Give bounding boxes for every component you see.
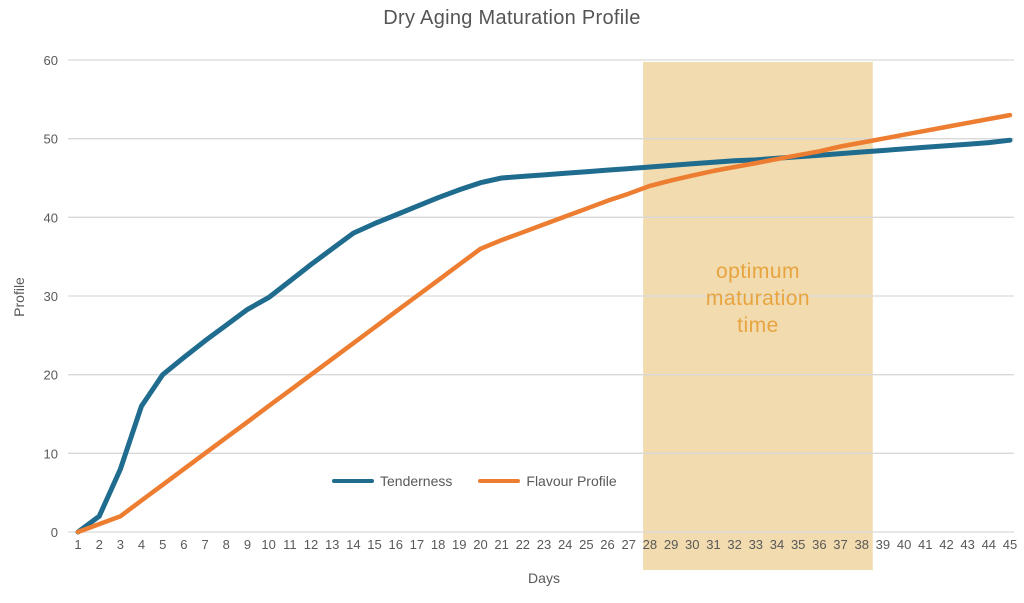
x-tick-label: 39: [876, 537, 890, 552]
x-tick-label: 34: [770, 537, 784, 552]
x-tick-label: 4: [138, 537, 145, 552]
x-tick-label: 30: [685, 537, 699, 552]
legend-label: Flavour Profile: [526, 473, 617, 489]
x-tick-label: 11: [283, 537, 297, 552]
x-tick-label: 35: [791, 537, 805, 552]
x-axis-label: Days: [528, 570, 560, 586]
x-tick-label: 28: [643, 537, 657, 552]
y-tick-label: 20: [44, 368, 58, 383]
series-line-tenderness: [75, 137, 1013, 535]
chart-legend: Tenderness Flavour Profile: [332, 472, 617, 490]
x-tick-label: 9: [244, 537, 251, 552]
x-tick-label: 16: [388, 537, 402, 552]
x-tick-label: 42: [939, 537, 953, 552]
x-tick-label: 25: [579, 537, 593, 552]
y-tick-label: 50: [44, 132, 58, 147]
x-tick-label: 43: [960, 537, 974, 552]
x-tick-label: 7: [201, 537, 208, 552]
x-tick-label: 8: [223, 537, 230, 552]
x-tick-label: 10: [261, 537, 275, 552]
legend-item-flavour-profile: Flavour Profile: [478, 473, 617, 489]
x-tick-label: 19: [452, 537, 466, 552]
x-tick-label: 3: [117, 537, 124, 552]
x-tick-label: 31: [706, 537, 720, 552]
y-tick-label: 30: [44, 289, 58, 304]
x-tick-label: 37: [833, 537, 847, 552]
tenderness-line-swatch-icon: [332, 479, 374, 483]
x-tick-label: 6: [180, 537, 187, 552]
legend-label: Tenderness: [380, 473, 453, 489]
x-tick-label: 33: [749, 537, 763, 552]
x-tick-label: 24: [558, 537, 572, 552]
x-tick-label: 29: [664, 537, 678, 552]
band-label-line: time: [737, 314, 779, 337]
y-tick-label: 10: [44, 446, 58, 461]
optimum-band-label: optimum maturation time: [643, 258, 873, 339]
flavour-profile-line-swatch-icon: [478, 479, 521, 483]
y-tick-label: 60: [44, 53, 58, 68]
x-tick-label: 38: [854, 537, 868, 552]
band-label-line: optimum: [715, 260, 801, 283]
x-tick-label: 2: [96, 537, 103, 552]
x-tick-label: 20: [473, 537, 487, 552]
x-tick-label: 18: [431, 537, 445, 552]
x-tick-label: 41: [918, 537, 932, 552]
x-tick-label: 26: [600, 537, 614, 552]
x-tick-label: 13: [325, 537, 339, 552]
x-tick-label: 32: [727, 537, 741, 552]
x-tick-label: 17: [410, 537, 424, 552]
x-tick-label: 21: [494, 537, 508, 552]
band-label-line: maturation: [705, 287, 811, 310]
x-tick-label: 22: [516, 537, 530, 552]
x-tick-label: 1: [74, 537, 81, 552]
x-tick-label: 5: [159, 537, 166, 552]
x-tick-label: 23: [537, 537, 551, 552]
legend-item-tenderness: Tenderness: [332, 473, 452, 489]
x-tick-label: 36: [812, 537, 826, 552]
x-tick-label: 27: [621, 537, 635, 552]
x-tick-label: 15: [367, 537, 381, 552]
y-tick-label: 0: [51, 525, 58, 540]
chart-title: Dry Aging Maturation Profile: [383, 7, 641, 29]
x-tick-label: 12: [304, 537, 318, 552]
x-tick-label: 44: [982, 537, 996, 552]
x-tick-label: 45: [1003, 537, 1017, 552]
x-tick-label: 14: [346, 537, 360, 552]
y-tick-label: 40: [44, 210, 58, 225]
x-tick-label: 40: [897, 537, 911, 552]
y-axis-label: Profile: [11, 277, 27, 317]
series-line-flavour-profile: [75, 112, 1013, 535]
